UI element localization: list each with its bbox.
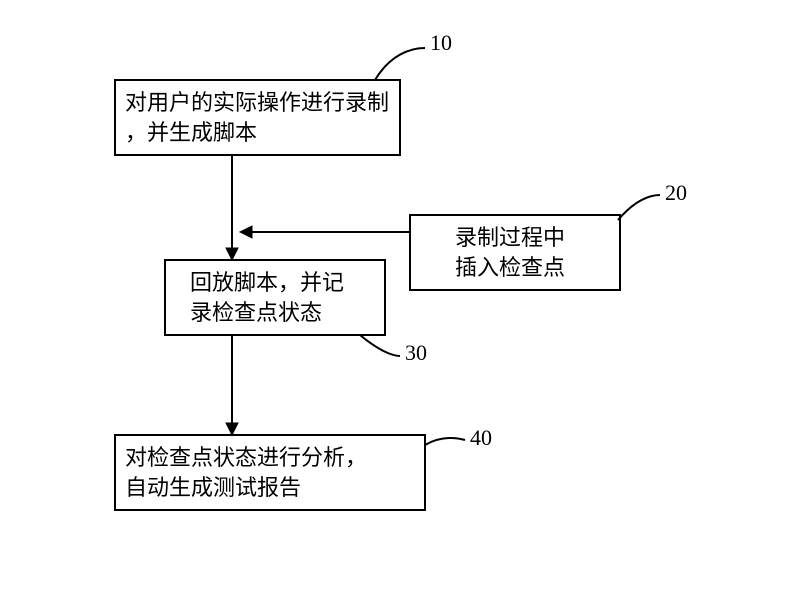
- flow-node-30: 回放脚本，并记 录检查点状态: [165, 260, 385, 335]
- leader-30: [360, 335, 400, 356]
- leader-20: [618, 195, 660, 220]
- leader-40: [425, 438, 465, 445]
- label-40: 40: [470, 425, 492, 450]
- flow-node-20: 录制过程中 插入检查点: [410, 215, 620, 290]
- label-20: 20: [665, 180, 687, 205]
- label-10: 10: [430, 30, 452, 55]
- label-30: 30: [405, 340, 427, 365]
- edge-10-30-arrowhead: [226, 248, 238, 260]
- flow-node-40: 对检查点状态进行分析， 自动生成测试报告: [115, 435, 425, 510]
- flow-node-10: 对用户的实际操作进行录制 ，并生成脚本: [115, 80, 400, 155]
- leader-10: [375, 48, 425, 80]
- edge-20-merge-arrowhead: [240, 226, 252, 238]
- edge-30-40-arrowhead: [226, 423, 238, 435]
